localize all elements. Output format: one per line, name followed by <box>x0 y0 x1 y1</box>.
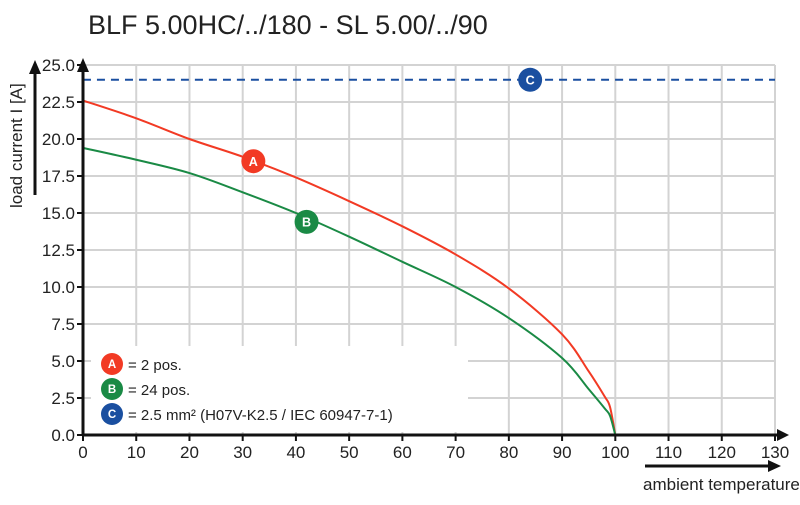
x-tick-label: 110 <box>655 443 682 462</box>
x-tick-label: 40 <box>286 443 305 462</box>
x-tick-label: 90 <box>553 443 572 462</box>
legend: A = 2 pos. B = 24 pos. C = 2.5 mm² (H07V-K2.5… <box>91 346 468 432</box>
x-tick-label: 10 <box>127 443 146 462</box>
legend-text: = 2 pos. <box>128 357 182 374</box>
y-tick-label: 5.0 <box>51 352 75 371</box>
markers: A B C <box>241 67 543 234</box>
y-axis-label: load current I [A] <box>7 83 26 208</box>
x-tick-label: 70 <box>446 443 465 462</box>
y-tick-label: 25.0 <box>42 56 75 75</box>
marker-c-letter: C <box>526 73 535 87</box>
x-label-arrow-icon <box>768 460 781 472</box>
x-tick-label: 20 <box>180 443 199 462</box>
x-tick-label: 60 <box>393 443 412 462</box>
legend-text: = 24 pos. <box>128 382 190 399</box>
legend-marker-a-letter: A <box>108 359 117 371</box>
y-tick-label: 20.0 <box>42 130 75 149</box>
x-tick-label: 50 <box>340 443 359 462</box>
y-tick-label: 17.5 <box>42 167 75 186</box>
series-line-b <box>82 146 617 436</box>
legend-marker-a-circle <box>101 353 123 375</box>
x-axis-label: ambient temperature T [°C] <box>643 475 800 494</box>
tick-labels: 0 10 20 30 40 50 60 70 80 90 100 110 120 130 0.0 2.5 5.0… <box>42 56 789 462</box>
series-layer <box>82 78 775 436</box>
x-tick-label: 130 <box>761 443 789 462</box>
legend-marker-c-circle <box>101 403 123 425</box>
y-tick-label: 10.0 <box>42 278 75 297</box>
marker-b-circle <box>294 209 319 234</box>
marker-a-circle <box>241 149 266 174</box>
chart-title: BLF 5.00HC/../180 - SL 5.00/../90 <box>88 10 488 40</box>
axes <box>29 58 789 472</box>
y-tick-label: 7.5 <box>51 315 75 334</box>
series-line-a <box>82 99 617 436</box>
x-tick-label: 30 <box>233 443 252 462</box>
x-tick-label: 0 <box>78 443 87 462</box>
y-label-arrow-icon <box>29 60 41 74</box>
marker-b-letter: B <box>302 215 311 229</box>
marker-a-letter: A <box>249 155 258 169</box>
y-tick-label: 2.5 <box>51 389 75 408</box>
y-tick-label: 0.0 <box>51 426 75 445</box>
y-tick-label: 22.5 <box>42 93 75 112</box>
y-axis-arrow-icon <box>77 58 89 72</box>
legend-text: = 2.5 mm² (H07V-K2.5 / IEC 60947-7-1) <box>128 407 393 424</box>
legend-background <box>91 346 468 432</box>
x-tick-label: 120 <box>708 443 736 462</box>
x-tick-label: 80 <box>499 443 518 462</box>
y-tick-label: 12.5 <box>42 241 75 260</box>
legend-marker-b-letter: B <box>108 384 116 396</box>
x-axis-arrow-icon <box>777 429 789 441</box>
marker-c-circle <box>518 67 543 92</box>
legend-marker-b-circle <box>101 378 123 400</box>
x-tick-label: 100 <box>601 443 629 462</box>
y-tick-label: 15.0 <box>42 204 75 223</box>
legend-marker-c-letter: C <box>108 409 117 421</box>
